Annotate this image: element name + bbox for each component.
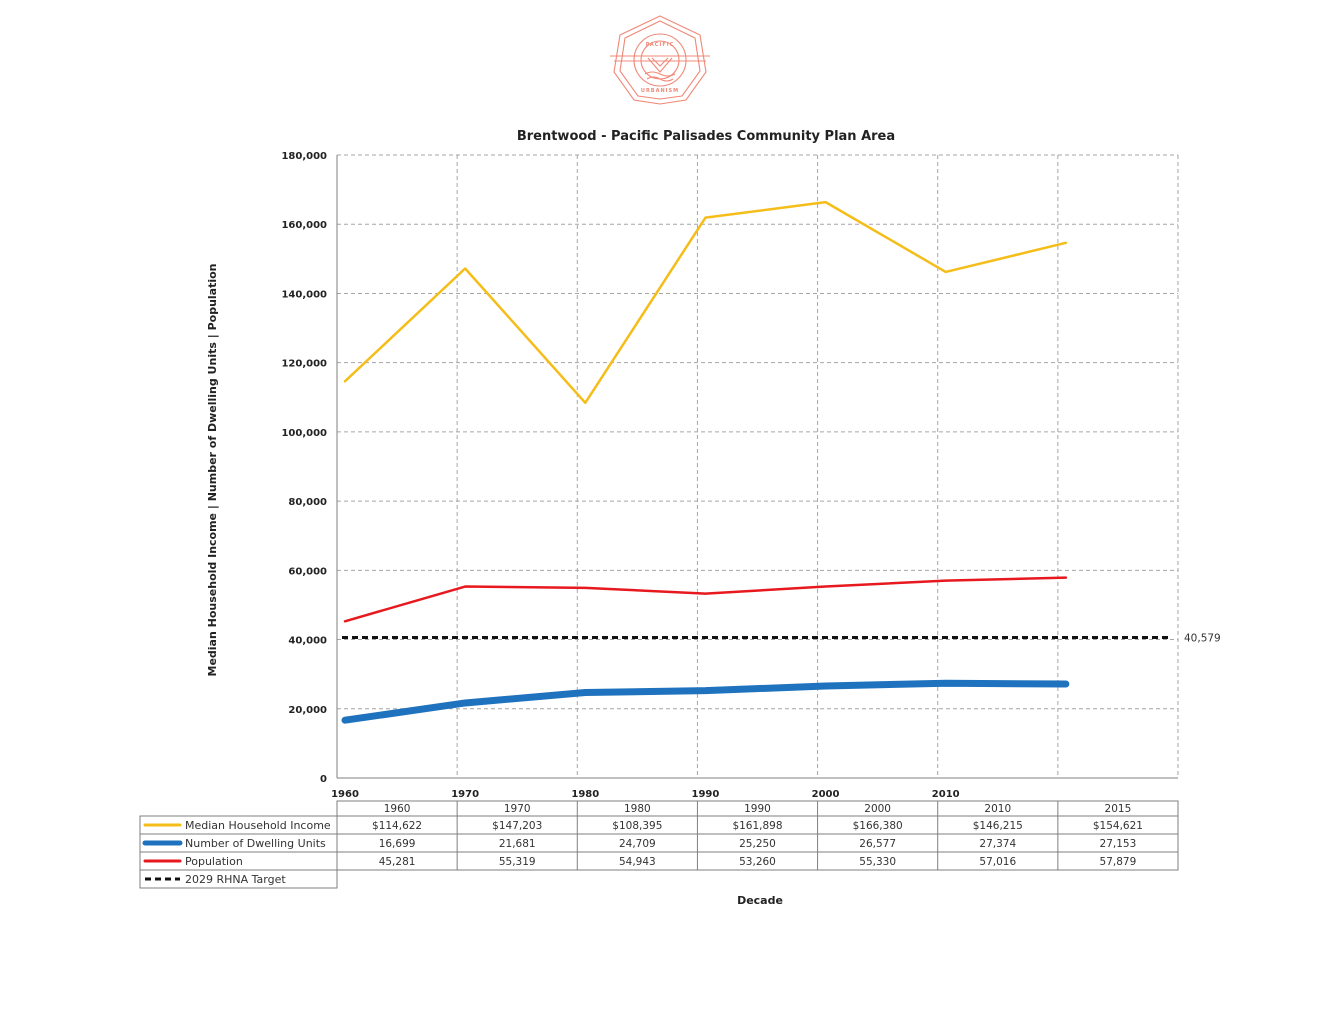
y-tick-label: 40,000 [288,636,327,647]
legend-label: Population [185,855,243,868]
table-cell: $114,622 [372,820,422,832]
table-cell: 53,260 [739,856,776,868]
table-cell: 21,681 [499,838,536,850]
y-tick-label: 20,000 [288,705,327,716]
x-tick-label: 2000 [812,789,840,800]
chart-title: Brentwood - Pacific Palisades Community … [517,129,895,144]
series-line-2 [343,576,1068,623]
table-cell: 27,374 [979,838,1016,850]
table-cell: 24,709 [619,838,656,850]
y-tick-label: 180,000 [281,151,327,162]
y-tick-label: 140,000 [281,289,327,300]
series-lines: 40,579 [341,200,1221,724]
table-cell: 54,943 [619,856,656,868]
table-cell: $166,380 [853,820,903,832]
table-cell: 45,281 [379,856,416,868]
table-cell: $108,395 [612,820,662,832]
x-tick-labels: 1960 1970 1980 1990 2000 2010 [331,789,960,800]
legend-label: Number of Dwelling Units [185,837,326,850]
table-cell: 25,250 [739,838,776,850]
grid [336,154,1179,779]
table-cell: 55,319 [499,856,536,868]
table-header-cell: 2015 [1105,803,1132,815]
x-tick-label: 2010 [932,789,960,800]
pacific-urbanism-logo: PACIFIC URBANISM [610,15,710,105]
y-tick-label: 60,000 [288,566,327,577]
logo-bottom-text: URBANISM [641,88,679,94]
legend-label: Median Household Income [185,819,331,832]
series-line-1 [341,679,1070,724]
table-cell: 55,330 [859,856,896,868]
table-cell: $161,898 [732,820,782,832]
table-header-cell: 1960 [384,803,411,815]
table-cell: 26,577 [859,838,896,850]
table-cell: 27,153 [1100,838,1137,850]
table-cell: 57,879 [1100,856,1137,868]
y-tick-label: 0 [320,774,327,785]
y-tick-label: 120,000 [281,359,327,370]
rhna-target-label: 40,579 [1184,633,1221,645]
table-header-cell: 1990 [744,803,771,815]
table-cell: $146,215 [973,820,1023,832]
table-header-cell: 1970 [504,803,531,815]
table-cell: $147,203 [492,820,542,832]
logo-top-text: PACIFIC [646,42,675,48]
table-header-cell: 1980 [624,803,651,815]
y-tick-label: 160,000 [281,220,327,231]
y-tick-labels: 0 20,000 40,000 60,000 80,000 100,000 120,000 1… [281,151,327,785]
x-tick-label: 1970 [451,789,479,800]
x-tick-label: 1990 [692,789,720,800]
y-tick-label: 100,000 [281,428,327,439]
y-tick-label: 80,000 [288,497,327,508]
data-table: 1960 1970 1980 1990 2000 2010 2015 $114,622 $147… [139,800,1179,889]
table-header-cell: 2000 [864,803,891,815]
table-cell: $154,621 [1093,820,1143,832]
y-axis-label: Median Household Income | Number of Dwel… [206,263,219,676]
table-cell: 57,016 [979,856,1016,868]
table-cell: 16,699 [379,838,416,850]
x-tick-label: 1980 [571,789,599,800]
x-axis-label: Decade [737,894,783,907]
x-tick-label: 1960 [331,789,359,800]
series-line-0 [343,200,1068,405]
table-header-cell: 2010 [984,803,1011,815]
legend-label: 2029 RHNA Target [185,873,286,886]
